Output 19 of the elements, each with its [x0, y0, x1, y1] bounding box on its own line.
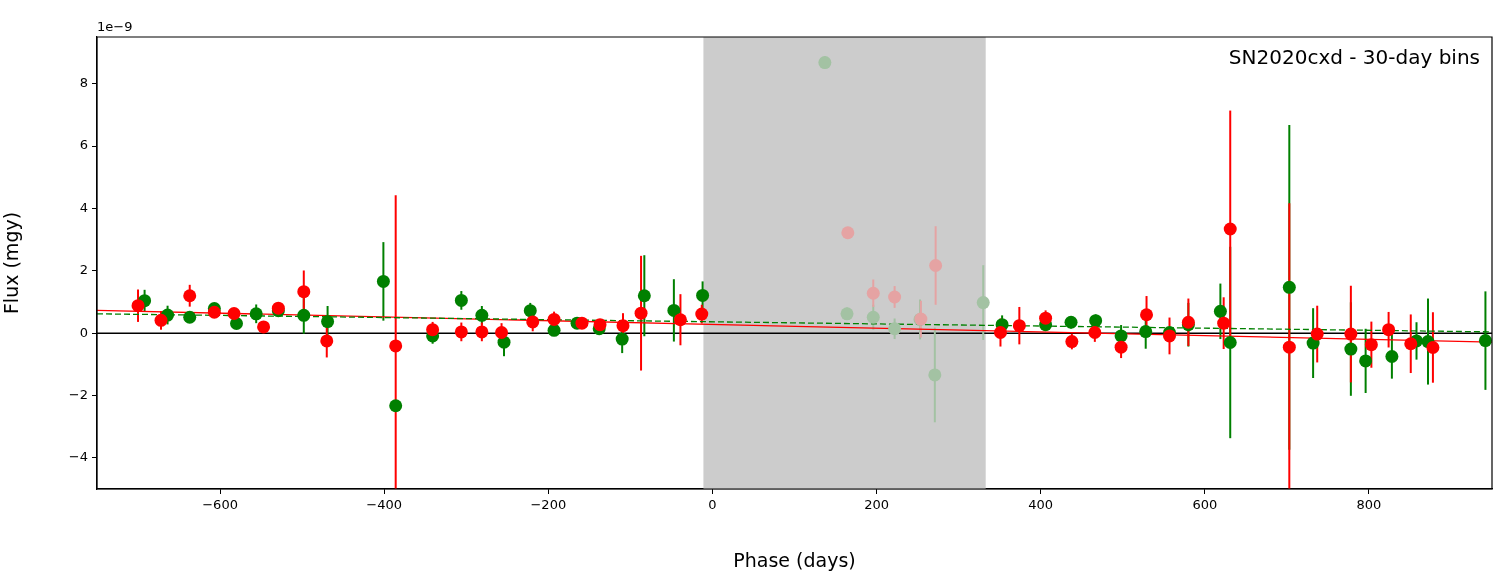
x-tick-label: −400 [366, 497, 403, 513]
y-axis-title: Flux (mgy) [0, 211, 23, 315]
x-axis-title: Phase (days) [733, 548, 856, 571]
y-tick-label: 6 [79, 137, 88, 153]
x-tick-label: 600 [1192, 497, 1218, 513]
x-tick-label: 0 [708, 497, 717, 513]
y-tick-label: −2 [68, 386, 88, 402]
text: SN2020cxd - 30-day bins [1228, 45, 1480, 70]
x-tick-label: −200 [530, 497, 567, 513]
x-tick-label: 400 [1028, 497, 1054, 513]
x-tick-label: −600 [202, 497, 238, 513]
y-tick-label: 2 [79, 262, 88, 278]
x-tick-label: 200 [864, 497, 889, 513]
x-tick-label: 800 [1356, 497, 1382, 513]
text: 1e−9 [97, 18, 133, 34]
y-tick-label: 4 [79, 199, 88, 215]
y-tick-label: −4 [68, 449, 88, 465]
y-tick-label: 8 [79, 75, 88, 91]
y-tick-label: 0 [79, 324, 88, 340]
